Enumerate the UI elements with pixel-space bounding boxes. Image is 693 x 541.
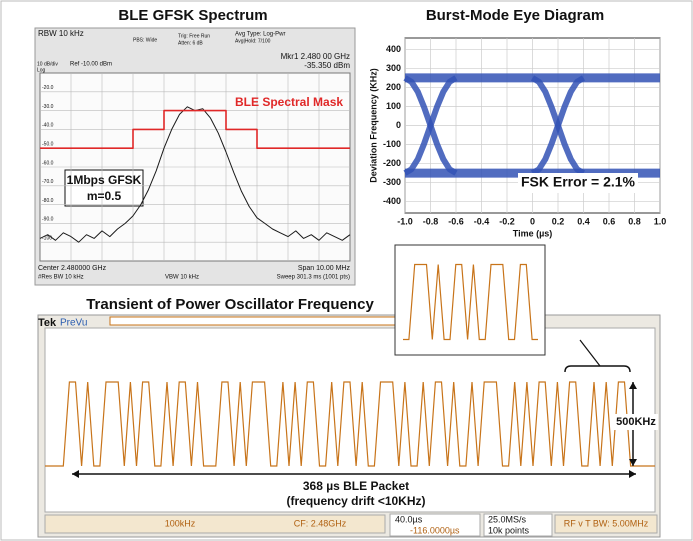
instrument-text: #Res BW 10 kHz bbox=[38, 275, 84, 281]
x-tick-label: -0.4 bbox=[474, 216, 490, 226]
status-text: 40.0µs bbox=[395, 514, 423, 524]
instrument-text: Mkr1 2.480 00 GHz bbox=[281, 52, 350, 61]
x-axis-label: Time (µs) bbox=[513, 228, 553, 238]
status-text: CF: 2.48GHz bbox=[294, 518, 347, 528]
instrument-text: -35.350 dBm bbox=[304, 61, 350, 70]
mode: PreVu bbox=[60, 318, 87, 329]
zoom-inset bbox=[395, 245, 545, 355]
x-tick-label: 0.8 bbox=[628, 216, 641, 226]
y-tick-label: 400 bbox=[386, 44, 401, 54]
y-tick-label: -200 bbox=[383, 158, 401, 168]
x-tick-label: -1.0 bbox=[397, 216, 413, 226]
annotation: m=0.5 bbox=[87, 189, 122, 203]
instrument-text: PBS: Wide bbox=[133, 37, 157, 43]
instrument-text: VBW 10 kHz bbox=[165, 275, 199, 281]
brand: Tek bbox=[38, 317, 57, 329]
x-tick-label: 0 bbox=[530, 216, 535, 226]
y-axis-label: Deviation Frequency (KHz) bbox=[368, 68, 378, 183]
status-text: 10k points bbox=[488, 525, 530, 535]
y-tick-label: -80.0 bbox=[42, 198, 54, 204]
chart-title: Burst-Mode Eye Diagram bbox=[426, 7, 604, 24]
instrument-text: Trig: Free Run bbox=[178, 33, 210, 39]
status-text: 25.0MS/s bbox=[488, 514, 527, 524]
y-tick-label: 200 bbox=[386, 82, 401, 92]
y-tick-label: -100 bbox=[383, 139, 401, 149]
status-text: 100kHz bbox=[165, 518, 196, 528]
instrument-text: Sweep 301.3 ms (1001 pts) bbox=[277, 275, 350, 281]
y-tick-label: -20.0 bbox=[42, 85, 54, 91]
chart-title: BLE GFSK Spectrum bbox=[118, 7, 267, 24]
annotation: 500KHz bbox=[616, 416, 656, 428]
instrument-text: Span 10.00 MHz bbox=[298, 265, 351, 272]
y-tick-label: 0 bbox=[396, 120, 401, 130]
x-tick-label: 0.6 bbox=[603, 216, 616, 226]
figure: BLE GFSK Spectrum Burst-Mode Eye Diagram T… bbox=[0, 0, 693, 541]
y-tick-label: -400 bbox=[383, 196, 401, 206]
annotation: 368 µs BLE Packet bbox=[303, 479, 409, 493]
status-text: -116.0000µs bbox=[410, 525, 460, 535]
x-tick-label: 0.4 bbox=[577, 216, 590, 226]
annotation: (frequency drift <10KHz) bbox=[286, 494, 425, 508]
instrument-text: Avg Type: Log-Pwr bbox=[235, 32, 285, 38]
y-tick-label: -30.0 bbox=[42, 104, 54, 110]
x-tick-label: 1.0 bbox=[654, 216, 667, 226]
instrument-text: Log bbox=[37, 67, 46, 73]
y-tick-label: -70.0 bbox=[42, 179, 54, 185]
instrument-text: RBW 10 kHz bbox=[38, 29, 84, 38]
annotation: FSK Error = 2.1% bbox=[521, 174, 636, 190]
y-tick-label: 300 bbox=[386, 63, 401, 73]
y-tick-label: -40.0 bbox=[42, 123, 54, 129]
y-tick-label: 100 bbox=[386, 101, 401, 111]
y-tick-label: -60.0 bbox=[42, 160, 54, 166]
annotation: BLE Spectral Mask bbox=[235, 95, 343, 109]
record-bar bbox=[110, 317, 400, 325]
annotation: 1Mbps GFSK bbox=[67, 173, 142, 187]
x-tick-label: -0.8 bbox=[423, 216, 439, 226]
status-text: RF v T BW: 5.00MHz bbox=[564, 518, 649, 528]
y-tick-label: -50.0 bbox=[42, 142, 54, 148]
instrument-text: Atten: 6 dB bbox=[178, 40, 203, 46]
x-tick-label: -0.2 bbox=[499, 216, 515, 226]
x-tick-label: -0.6 bbox=[448, 216, 464, 226]
x-tick-label: 0.2 bbox=[552, 216, 565, 226]
instrument-text: Avg|Hold: 7/100 bbox=[235, 38, 271, 44]
y-tick-label: -300 bbox=[383, 177, 401, 187]
instrument-text: Center 2.480000 GHz bbox=[38, 265, 107, 272]
instrument-text: Ref -10.00 dBm bbox=[70, 62, 112, 68]
chart-title: Transient of Power Oscillator Frequency bbox=[86, 296, 374, 313]
y-tick-label: -90.0 bbox=[42, 217, 54, 223]
